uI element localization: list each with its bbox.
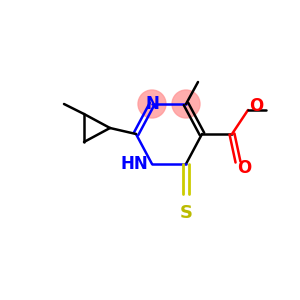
Text: N: N bbox=[145, 95, 159, 113]
Text: S: S bbox=[179, 204, 193, 222]
Text: O: O bbox=[249, 97, 263, 115]
Text: O: O bbox=[237, 159, 251, 177]
Circle shape bbox=[172, 90, 200, 118]
Text: HN: HN bbox=[120, 155, 148, 173]
Circle shape bbox=[138, 90, 166, 118]
